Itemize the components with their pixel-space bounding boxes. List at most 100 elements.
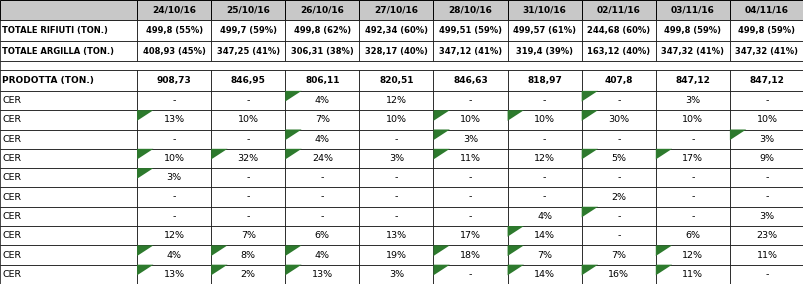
Text: 9%: 9% bbox=[759, 154, 773, 163]
Text: 319,4 (39%): 319,4 (39%) bbox=[516, 47, 573, 56]
Polygon shape bbox=[211, 149, 227, 159]
Text: 818,97: 818,97 bbox=[527, 76, 561, 85]
Text: 16%: 16% bbox=[608, 270, 629, 279]
Bar bbox=[581, 149, 655, 168]
Text: -: - bbox=[764, 270, 768, 279]
Text: 163,12 (40%): 163,12 (40%) bbox=[586, 47, 650, 56]
Text: 13%: 13% bbox=[312, 270, 332, 279]
Text: 12%: 12% bbox=[533, 154, 554, 163]
Text: -: - bbox=[320, 193, 324, 202]
Bar bbox=[0, 130, 137, 149]
Bar bbox=[433, 168, 507, 187]
Text: 04/11/16: 04/11/16 bbox=[744, 6, 788, 15]
Text: 6%: 6% bbox=[684, 231, 699, 240]
Bar bbox=[507, 245, 581, 265]
Text: -: - bbox=[616, 212, 620, 221]
Polygon shape bbox=[507, 110, 524, 121]
Bar bbox=[433, 91, 507, 110]
Bar bbox=[507, 149, 581, 168]
Text: 499,51 (59%): 499,51 (59%) bbox=[438, 26, 501, 35]
Text: -: - bbox=[616, 231, 620, 240]
Bar bbox=[729, 70, 803, 91]
Text: 499,8 (62%): 499,8 (62%) bbox=[293, 26, 350, 35]
Bar bbox=[581, 207, 655, 226]
Bar bbox=[581, 187, 655, 207]
Text: 25/10/16: 25/10/16 bbox=[226, 6, 270, 15]
Bar bbox=[137, 245, 211, 265]
Text: 499,57 (61%): 499,57 (61%) bbox=[512, 26, 576, 35]
Bar bbox=[359, 130, 433, 149]
Bar bbox=[137, 207, 211, 226]
Text: 847,12: 847,12 bbox=[675, 76, 709, 85]
Text: -: - bbox=[247, 96, 250, 105]
Text: PRODOTTA (TON.): PRODOTTA (TON.) bbox=[2, 76, 94, 85]
Text: 32%: 32% bbox=[238, 154, 259, 163]
Text: 10%: 10% bbox=[459, 115, 480, 124]
Polygon shape bbox=[433, 245, 449, 256]
Bar bbox=[211, 130, 285, 149]
Bar bbox=[0, 20, 137, 41]
Bar bbox=[211, 110, 285, 130]
Text: -: - bbox=[764, 173, 768, 182]
Text: 3%: 3% bbox=[389, 154, 403, 163]
Text: TOTALE RIFIUTI (TON.): TOTALE RIFIUTI (TON.) bbox=[2, 26, 108, 35]
Polygon shape bbox=[655, 245, 671, 256]
Text: 10%: 10% bbox=[533, 115, 554, 124]
Text: 7%: 7% bbox=[240, 231, 255, 240]
Text: 14%: 14% bbox=[533, 270, 554, 279]
Bar bbox=[581, 70, 655, 91]
Polygon shape bbox=[729, 130, 745, 140]
Bar bbox=[729, 168, 803, 187]
Bar bbox=[581, 41, 655, 61]
Bar bbox=[211, 226, 285, 245]
Text: -: - bbox=[468, 173, 471, 182]
Bar bbox=[211, 265, 285, 284]
Bar bbox=[655, 130, 729, 149]
Polygon shape bbox=[507, 226, 524, 237]
Bar bbox=[729, 20, 803, 41]
Bar bbox=[0, 110, 137, 130]
Polygon shape bbox=[211, 265, 227, 275]
Text: 14%: 14% bbox=[533, 231, 554, 240]
Polygon shape bbox=[285, 265, 301, 275]
Text: CER: CER bbox=[2, 96, 22, 105]
Text: 4%: 4% bbox=[315, 250, 329, 260]
Polygon shape bbox=[581, 91, 597, 101]
Text: 18%: 18% bbox=[459, 250, 480, 260]
Bar bbox=[581, 91, 655, 110]
Text: 24/10/16: 24/10/16 bbox=[152, 6, 196, 15]
Text: -: - bbox=[172, 135, 176, 144]
Text: -: - bbox=[172, 212, 176, 221]
Bar bbox=[137, 20, 211, 41]
Bar bbox=[433, 149, 507, 168]
Bar bbox=[211, 168, 285, 187]
Bar bbox=[359, 226, 433, 245]
Text: 3%: 3% bbox=[463, 135, 478, 144]
Bar bbox=[137, 265, 211, 284]
Bar bbox=[137, 70, 211, 91]
Text: -: - bbox=[247, 135, 250, 144]
Text: 13%: 13% bbox=[163, 270, 185, 279]
Text: 347,32 (41%): 347,32 (41%) bbox=[661, 47, 724, 56]
Bar bbox=[729, 187, 803, 207]
Bar bbox=[285, 70, 359, 91]
Text: CER: CER bbox=[2, 173, 22, 182]
Text: CER: CER bbox=[2, 115, 22, 124]
Text: -: - bbox=[691, 135, 694, 144]
Bar bbox=[507, 20, 581, 41]
Polygon shape bbox=[581, 207, 597, 217]
Bar bbox=[285, 0, 359, 20]
Text: CER: CER bbox=[2, 231, 22, 240]
Polygon shape bbox=[285, 149, 301, 159]
Bar bbox=[581, 265, 655, 284]
Text: 4%: 4% bbox=[166, 250, 181, 260]
Bar bbox=[507, 265, 581, 284]
Text: -: - bbox=[247, 173, 250, 182]
Text: -: - bbox=[764, 96, 768, 105]
Polygon shape bbox=[285, 245, 301, 256]
Bar bbox=[137, 130, 211, 149]
Bar bbox=[359, 265, 433, 284]
Text: 244,68 (60%): 244,68 (60%) bbox=[586, 26, 650, 35]
Bar bbox=[211, 0, 285, 20]
Polygon shape bbox=[137, 149, 153, 159]
